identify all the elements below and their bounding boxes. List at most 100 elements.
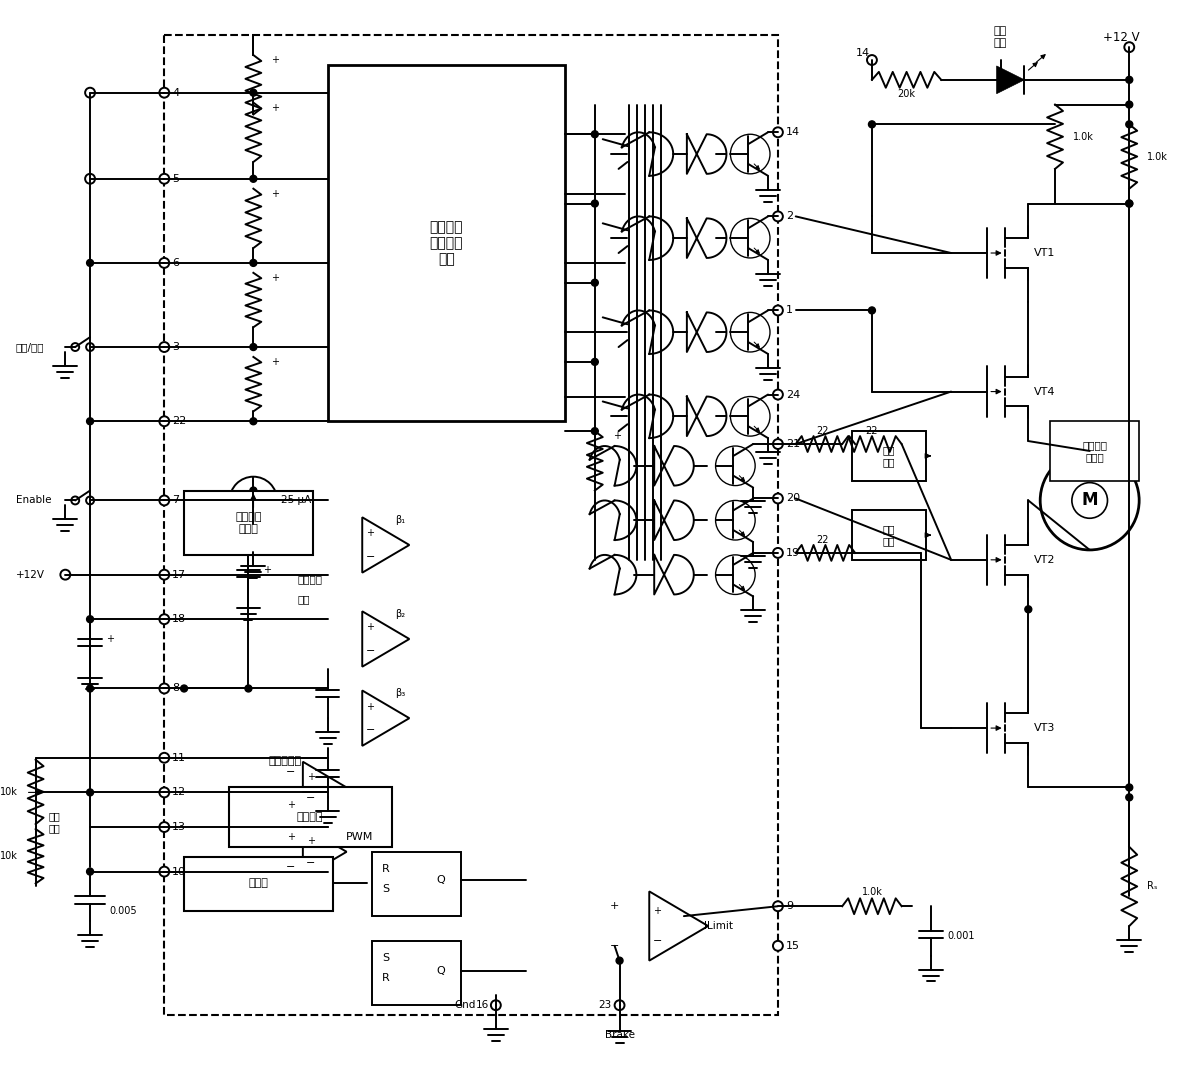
Text: 5: 5 [172,174,179,184]
Text: +: + [106,634,113,644]
Circle shape [87,788,93,796]
Circle shape [87,260,93,266]
Circle shape [615,1000,624,1010]
Circle shape [250,497,257,504]
Text: +: + [287,800,295,810]
Circle shape [159,416,170,426]
Text: 反转
电流: 反转 电流 [882,445,896,467]
Text: 19: 19 [786,548,800,558]
Text: 23: 23 [598,1000,611,1010]
Circle shape [868,121,875,128]
Circle shape [773,305,783,315]
Text: 22: 22 [172,416,186,427]
Text: 振荡器: 振荡器 [248,879,269,888]
Circle shape [159,342,170,352]
Text: 9: 9 [786,901,793,911]
Circle shape [72,496,79,504]
Text: +: + [271,55,279,65]
Circle shape [591,279,598,287]
Text: R: R [382,863,389,873]
Circle shape [87,418,93,425]
Text: 10k: 10k [0,851,18,861]
Bar [165,35,778,1015]
Circle shape [731,218,770,258]
Text: 1.0k: 1.0k [1073,131,1094,141]
Circle shape [773,439,783,449]
Circle shape [159,683,170,694]
Text: 17: 17 [172,570,186,580]
Text: 20: 20 [786,493,800,504]
Text: +12 V: +12 V [1102,30,1139,43]
Circle shape [591,358,598,365]
Text: +: + [613,431,621,441]
Circle shape [715,555,755,594]
Text: 14: 14 [856,48,870,58]
Text: 速度
控制: 速度 控制 [49,811,60,833]
Circle shape [773,493,783,504]
Circle shape [616,957,623,964]
Bar [327,65,565,421]
Circle shape [773,127,783,137]
Text: 20k: 20k [898,89,916,99]
Circle shape [159,615,170,624]
Text: S: S [382,952,389,962]
Circle shape [87,685,93,692]
Text: β₂: β₂ [395,609,406,619]
Circle shape [773,390,783,400]
Text: 25 μA: 25 μA [281,495,312,505]
Text: −: − [365,646,375,656]
Text: +: + [307,772,315,782]
Circle shape [159,753,170,762]
Circle shape [229,477,277,525]
Text: 10: 10 [172,867,186,876]
Text: 0.005: 0.005 [110,906,137,917]
Bar [184,491,313,555]
Text: −: − [365,552,375,561]
Circle shape [159,570,170,580]
Text: 8: 8 [172,683,179,694]
Text: 1.0k: 1.0k [1147,152,1168,162]
Text: 24: 24 [786,390,800,400]
Circle shape [159,88,170,98]
Circle shape [1024,606,1032,613]
Circle shape [245,685,252,692]
Circle shape [85,88,96,98]
Text: Enable: Enable [16,495,51,505]
Circle shape [159,495,170,505]
Text: 10k: 10k [0,787,18,797]
Circle shape [250,343,257,351]
Bar [853,431,927,481]
Circle shape [773,901,783,911]
Text: 22: 22 [866,426,879,437]
Text: 6: 6 [172,257,179,268]
Circle shape [159,174,170,184]
Circle shape [591,200,598,207]
Text: +: + [263,565,271,574]
Circle shape [250,497,257,504]
Bar [853,510,927,559]
Text: +: + [367,529,374,539]
Circle shape [1126,784,1133,791]
Text: 12: 12 [172,787,186,797]
Circle shape [250,175,257,182]
Text: +12V: +12V [16,570,45,580]
Text: 失步: 失步 [298,594,310,605]
Text: +: + [610,901,620,911]
Text: 正转/反转: 正转/反转 [16,342,44,352]
Text: −: − [652,935,661,946]
Circle shape [731,313,770,352]
Text: 22: 22 [817,535,829,545]
Circle shape [1126,200,1133,207]
Circle shape [1126,200,1133,207]
Circle shape [87,868,93,875]
Circle shape [250,260,257,266]
Text: Gnd: Gnd [455,1000,476,1010]
Circle shape [62,571,69,578]
Bar [184,857,333,911]
Bar [228,787,392,847]
Circle shape [773,212,783,222]
Text: β₁: β₁ [395,515,406,525]
Text: β₃: β₃ [395,689,406,698]
Circle shape [85,174,96,184]
Text: +: + [271,357,279,367]
